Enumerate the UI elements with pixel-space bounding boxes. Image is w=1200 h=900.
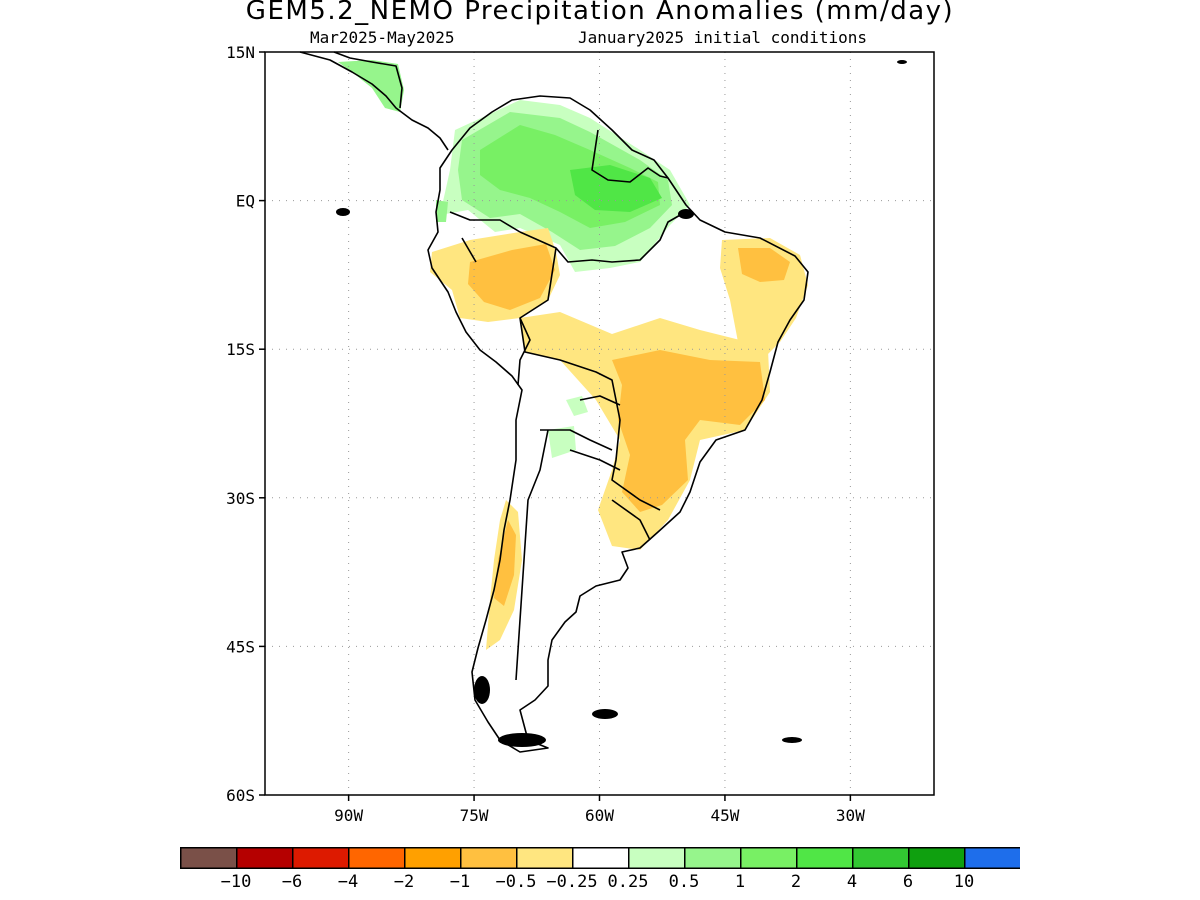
lon-tick-label: 60W [585, 806, 614, 825]
colorbar-swatch [628, 847, 686, 869]
axis-ticks [259, 51, 852, 801]
colorbar-swatch [908, 847, 966, 869]
lat-tick-label: 15N [226, 43, 255, 62]
forecast-period: Mar2025-May2025 [310, 28, 455, 47]
colorbar-label: 4 [846, 872, 858, 892]
colorbar-swatch [796, 847, 854, 869]
colorbar-label: −6 [281, 872, 303, 892]
falkland-islands [592, 709, 618, 719]
latitude-labels: 15N EQ 15S 30S 45S 60S [226, 43, 255, 805]
anomaly-dry-northeast-brazil-mid [738, 248, 790, 282]
initial-conditions: January2025 initial conditions [578, 28, 867, 47]
colorbar-label: −4 [337, 872, 359, 892]
map-grid [265, 52, 934, 795]
colorbar-swatches [180, 847, 1022, 869]
colorbar-label: 6 [902, 872, 914, 892]
colorbar-swatch [516, 847, 574, 869]
colorbar-swatch [348, 847, 406, 869]
lat-tick-label: 60S [226, 786, 255, 805]
colorbar-label: 0.25 [607, 872, 649, 892]
brazil-border [519, 213, 683, 511]
colorbar-swatch [292, 847, 350, 869]
anomaly-dry-central-brazil-mid [612, 350, 765, 512]
colorbar-swatch [740, 847, 798, 869]
chiloe-archipelago [474, 676, 490, 704]
colorbar-label: −10 [220, 872, 252, 892]
islands [336, 60, 907, 747]
south-america-coastline [427, 95, 809, 753]
colorbar-swatch [404, 847, 462, 869]
colorbar-swatch [684, 847, 742, 869]
caribbean-coast [333, 51, 403, 109]
caribbean-islands [897, 60, 907, 64]
colorbar-swatch [572, 847, 630, 869]
anomaly-wet-chaco [548, 426, 576, 458]
lat-tick-label: EQ [236, 192, 255, 211]
lon-tick-label: 45W [710, 806, 739, 825]
longitude-labels: 90W 75W 60W 45W 30W [334, 806, 865, 825]
colorbar-swatch [236, 847, 294, 869]
colorbar-label: 1 [734, 872, 746, 892]
colorbar-label: 10 [953, 872, 975, 892]
lat-tick-label: 15S [226, 340, 255, 359]
tierra-del-fuego [498, 733, 546, 747]
anomaly-wet-central-america [338, 60, 404, 112]
marajo-island [678, 209, 694, 219]
colorbar-swatch [964, 847, 1022, 869]
anomaly-shading [338, 60, 808, 650]
anomaly-wet-northwest-coast [436, 200, 448, 222]
lon-tick-label: 75W [460, 806, 489, 825]
anomaly-wet-bolivia [566, 396, 588, 416]
anomaly-wet-north-core [570, 165, 662, 212]
lat-tick-label: 30S [226, 489, 255, 508]
colorbar-label: −2 [393, 872, 415, 892]
colorbar-swatch [180, 847, 238, 869]
central-america-coastline [299, 51, 449, 151]
galapagos [336, 208, 350, 216]
coastlines [299, 51, 809, 753]
colorbar [180, 847, 1022, 869]
anomaly-dry-amazon-west-mid [468, 244, 555, 310]
colorbar-label: 0.5 [668, 872, 700, 892]
chart-title: GEM5.2_NEMO Precipitation Anomalies (mm/… [245, 0, 955, 26]
colorbar-label: 2 [790, 872, 802, 892]
guiana-borders [591, 129, 669, 183]
colorbar-swatch [460, 847, 518, 869]
colorbar-label: −0.5 [495, 872, 537, 892]
colorbar-swatch [852, 847, 910, 869]
lon-tick-label: 30W [836, 806, 865, 825]
colorbar-label: −0.25 [546, 872, 598, 892]
andean-borders [449, 211, 651, 681]
colorbar-label: −1 [449, 872, 471, 892]
anomaly-dry-chile-mid [494, 520, 516, 606]
south-georgia [782, 737, 802, 743]
lon-tick-label: 90W [334, 806, 363, 825]
lat-tick-label: 45S [226, 637, 255, 656]
